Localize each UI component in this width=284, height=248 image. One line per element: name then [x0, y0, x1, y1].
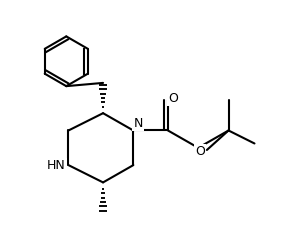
- Text: O: O: [195, 145, 205, 158]
- Text: O: O: [168, 92, 178, 105]
- Text: N: N: [133, 118, 143, 130]
- Text: HN: HN: [47, 159, 66, 172]
